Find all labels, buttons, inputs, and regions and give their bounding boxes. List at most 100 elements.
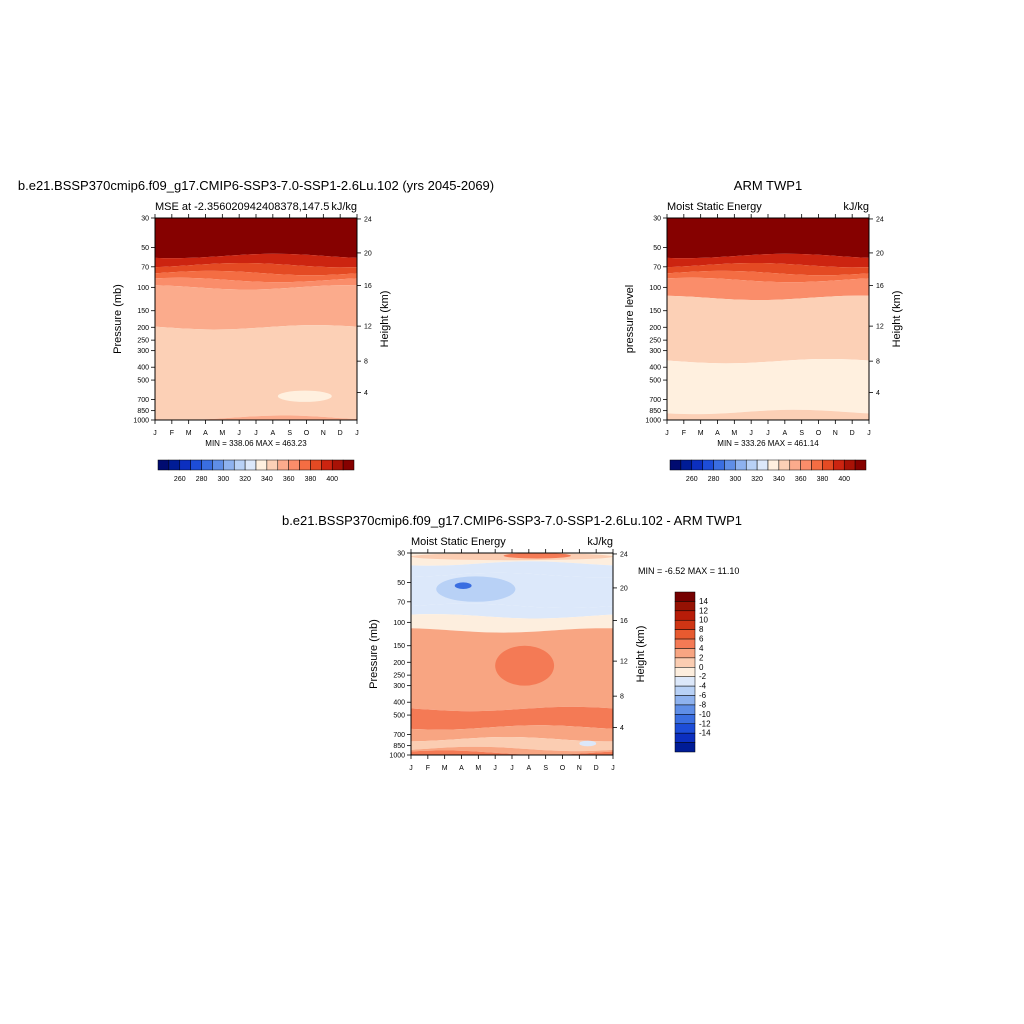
right-tick-label: 8	[620, 694, 624, 701]
colorbar-label: 2	[699, 653, 704, 662]
colorbar-label: 320	[239, 476, 251, 483]
y-tick-label: 70	[653, 264, 661, 271]
y-tick-label: 850	[137, 408, 149, 415]
contour-layer	[411, 561, 613, 578]
chart-panel-1: b.e21.BSSP370cmip6.f09_g17.CMIP6-SSP3-7.…	[18, 178, 494, 483]
colorbar-label: 4	[699, 644, 704, 653]
right-tick-label: 4	[364, 390, 368, 397]
y-tick-label: 150	[393, 643, 405, 650]
y-tick-label: 700	[393, 732, 405, 739]
colorbar-box	[674, 704, 696, 715]
y-tick-label: 30	[141, 216, 149, 223]
x-tick-label: A	[715, 430, 720, 437]
y-tick-label: 70	[141, 264, 149, 271]
contour-layer	[155, 253, 357, 268]
y-tick-label: 200	[137, 325, 149, 332]
contour-layer	[155, 270, 357, 283]
y-tick-label: 250	[137, 338, 149, 345]
y-axis-label: pressure level	[624, 285, 636, 353]
y-tick-label: 150	[649, 308, 661, 315]
x-tick-label: D	[594, 765, 599, 772]
minmax-label: MIN = -6.52 MAX = 11.10	[638, 566, 739, 576]
contour-layer	[667, 409, 869, 420]
colorbar-box	[745, 459, 758, 471]
colorbar-box	[811, 459, 823, 471]
right-tick-label: 20	[620, 585, 628, 592]
contour-layer	[667, 218, 869, 259]
contour-layer	[667, 253, 869, 268]
colorbar-box	[223, 459, 235, 471]
y-tick-label: 70	[397, 599, 405, 606]
colorbar-box	[854, 459, 867, 471]
x-tick-label: S	[799, 430, 804, 437]
right-tick-label: 12	[876, 324, 884, 331]
colorbar-label: 8	[699, 625, 704, 634]
minmax-label: MIN = 333.26 MAX = 461.14	[717, 439, 819, 448]
colorbar-box	[674, 629, 696, 640]
colorbar-label: -14	[699, 729, 711, 738]
x-tick-label: O	[560, 765, 566, 772]
colorbar-box	[342, 459, 355, 471]
colorbar-box	[321, 459, 333, 471]
colorbar-box	[255, 459, 268, 471]
x-tick-label: M	[442, 765, 448, 772]
colorbar-box	[244, 459, 257, 471]
y-tick-label: 1000	[133, 418, 149, 425]
y-tick-label: 30	[653, 216, 661, 223]
y-tick-label: 400	[393, 700, 405, 707]
colorbar-box	[233, 459, 246, 471]
contour-patch	[495, 645, 555, 686]
contour-layer	[155, 325, 357, 420]
colorbar-box	[190, 459, 202, 471]
y-tick-label: 500	[137, 378, 149, 385]
colorbar-label: 380	[305, 476, 317, 483]
colorbar-label: 300	[729, 476, 741, 483]
y-tick-label: 500	[393, 713, 405, 720]
colorbar-label: -10	[699, 710, 711, 719]
x-tick-label: J	[409, 765, 413, 772]
contour-layer	[667, 270, 869, 283]
x-tick-label: J	[493, 765, 497, 772]
colorbar-label: 360	[795, 476, 807, 483]
colorbar-box	[674, 591, 696, 602]
x-tick-label: M	[186, 430, 192, 437]
colorbar-box	[674, 732, 696, 743]
contour-layer	[155, 218, 357, 259]
y-axis-label: Pressure (mb)	[112, 284, 124, 354]
colorbar-label: 260	[686, 476, 698, 483]
right-tick-label: 12	[364, 324, 372, 331]
colorbar-box	[674, 610, 696, 621]
colorbar-label: -4	[699, 682, 707, 691]
right-tick-label: 24	[876, 216, 884, 223]
x-tick-label: J	[153, 430, 157, 437]
colorbar-box	[266, 459, 279, 471]
contour-layer	[155, 277, 357, 290]
y-axis-label: Pressure (mb)	[368, 619, 380, 689]
x-tick-label: J	[355, 430, 359, 437]
contour-patch	[411, 712, 418, 722]
colorbar-box	[674, 723, 696, 734]
contour-patch	[579, 740, 597, 747]
colorbar-label: -8	[699, 700, 707, 709]
y-tick-label: 850	[649, 408, 661, 415]
colorbar-label: -6	[699, 691, 707, 700]
y-tick-label: 400	[137, 365, 149, 372]
colorbar-box	[212, 459, 224, 471]
y-tick-label: 400	[649, 365, 661, 372]
colorbar-label: 300	[217, 476, 229, 483]
contour-layer	[155, 262, 357, 276]
x-tick-label: M	[219, 430, 225, 437]
right-subtitle: kJ/kg	[843, 201, 869, 213]
colorbar-label: -12	[699, 719, 711, 728]
contour-patch	[503, 553, 571, 559]
x-tick-label: J	[254, 430, 258, 437]
y-tick-label: 300	[137, 348, 149, 355]
y-tick-label: 1000	[389, 753, 405, 760]
colorbar-box	[735, 459, 747, 471]
x-tick-label: J	[867, 430, 871, 437]
colorbar-box	[767, 459, 780, 471]
chart-panel-3: b.e21.BSSP370cmip6.f09_g17.CMIP6-SSP3-7.…	[282, 513, 742, 772]
x-tick-label: F	[426, 765, 430, 772]
